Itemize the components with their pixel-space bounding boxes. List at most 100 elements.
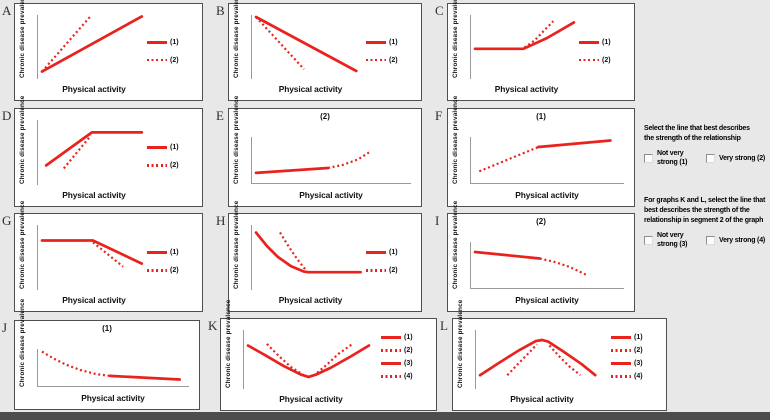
option-label-line: Very strong (4)	[719, 236, 766, 244]
chart-lines	[254, 15, 358, 73]
option-very-strong-2[interactable]: Very strong (2)	[706, 153, 765, 163]
legend-label: (1)	[634, 334, 643, 341]
series-line-1	[473, 21, 576, 51]
legend-line-sample-solid	[611, 336, 631, 339]
y-axis-label: Chronic disease prevalence	[19, 95, 26, 185]
series-line-1	[254, 231, 362, 274]
series-line-2	[62, 134, 92, 170]
legend-label: (2)	[634, 347, 643, 354]
legend-line-sample-dotted	[611, 349, 631, 352]
x-axis-line	[470, 183, 624, 184]
legend-label: (2)	[404, 347, 413, 354]
legend-label: (2)	[170, 56, 179, 64]
legend-line-sample-solid	[579, 40, 599, 44]
legend: (1) (2) (3) (4)	[611, 334, 661, 386]
legend-line-sample-solid	[147, 40, 167, 44]
panel-letter: K	[208, 318, 218, 333]
x-axis-label: Physical activity	[81, 393, 145, 403]
panel-C: C Chronic disease prevalence (1) (2) Physica…	[435, 0, 635, 101]
series-line-3	[540, 338, 597, 377]
panel-D: D Chronic disease prevalence (1) (2) Physica…	[2, 95, 203, 207]
legend-label: (1)	[170, 248, 179, 256]
chart-box: Chronic disease prevalence (1) (2) Physical…	[228, 201, 422, 312]
y-axis-label: Chronic disease prevalence	[233, 95, 240, 185]
legend-line-sample-dotted	[381, 349, 401, 352]
panel-title: (1)	[102, 324, 112, 333]
legend-line-sample-dotted	[147, 164, 167, 167]
panel-I: I (2) Chronic disease prevalence Physical a…	[435, 201, 635, 312]
legend-label: (3)	[404, 360, 413, 367]
option-label: Very strong (2)	[719, 154, 765, 163]
panel-G: G Chronic disease prevalence (1) (2) Physica…	[2, 201, 203, 312]
option-very-strong-4[interactable]: Very strong (4)	[706, 235, 766, 245]
panel-letter: B	[216, 3, 225, 18]
legend-item: (3)	[381, 360, 431, 367]
legend-label: (2)	[389, 266, 398, 274]
x-axis-line	[251, 183, 411, 184]
y-axis-label: Chronic disease prevalence	[233, 0, 240, 78]
panel-title: (1)	[536, 112, 546, 121]
option-not-very-strong-3[interactable]: Not very strong (3)	[644, 231, 706, 249]
panel-B: B Chronic disease prevalence (1) (2) Physica…	[216, 0, 422, 101]
option-label: Not very strong (3)	[657, 231, 687, 249]
legend-label: (4)	[404, 373, 413, 380]
legend: (1) (2)	[579, 39, 629, 75]
chart-box: Chronic disease prevalence (1) (2) Physical…	[228, 0, 422, 101]
y-axis-label: Chronic disease prevalence	[19, 298, 26, 388]
legend-item: (1)	[147, 144, 197, 151]
series-line-2	[92, 241, 124, 268]
y-axis-label: Chronic disease prevalence	[225, 299, 232, 389]
plot-area	[42, 119, 146, 180]
option-label-line: Not very	[657, 150, 684, 157]
panel-letter: E	[216, 108, 224, 123]
checkbox-not-very-strong-3[interactable]	[644, 235, 653, 245]
legend-label: (1)	[404, 334, 413, 341]
panel-letter: D	[2, 108, 12, 123]
question-2-options: Not very strong (3) Very strong (4)	[644, 231, 770, 249]
panel-letter: F	[435, 108, 443, 123]
series-line-segment-1	[41, 350, 111, 377]
chart-box: Chronic disease prevalence (1) (2) Physical…	[447, 0, 635, 101]
panel-E: E (2) Chronic disease prevalence Physical a…	[216, 95, 422, 207]
x-axis-label: Physical activity	[299, 190, 363, 200]
question-2: For graphs K and L, select the line that…	[644, 196, 770, 249]
panel-A: A Chronic disease prevalence (1) (2) Physica…	[2, 0, 203, 101]
checkbox-very-strong-2[interactable]	[706, 153, 715, 163]
option-not-very-strong-1[interactable]: Not very strong (1)	[644, 149, 706, 167]
chart-lines	[246, 343, 371, 379]
plot-area	[40, 14, 146, 74]
series-line-segment-2	[108, 374, 182, 381]
checkbox-very-strong-4[interactable]	[706, 235, 715, 245]
plot-area	[246, 329, 374, 384]
panel-J: J (1) Chronic disease prevalence Physical a…	[2, 298, 200, 410]
panel-H: H Chronic disease prevalence (1) (2) Physica…	[216, 201, 422, 312]
question-1-options: Not very strong (1) Very strong (2)	[644, 149, 770, 167]
y-axis-line	[251, 137, 252, 184]
chart-lines	[254, 231, 362, 274]
y-axis-line	[470, 137, 471, 184]
legend-line-sample-solid	[611, 362, 631, 365]
y-axis-label: Chronic disease prevalence	[19, 0, 26, 78]
chart-lines	[40, 239, 144, 268]
legend: (1) (2)	[147, 39, 197, 75]
legend-line-sample-solid	[381, 336, 401, 339]
question-2-heading-line: best describes the strength of the	[644, 207, 750, 214]
checkbox-not-very-strong-1[interactable]	[644, 153, 653, 163]
series-line-segment-1	[254, 166, 330, 175]
legend-line-sample-dotted	[611, 375, 631, 378]
legend-item: (1)	[147, 249, 197, 256]
legend-item: (1)	[147, 39, 197, 46]
x-axis-label: Physical activity	[278, 84, 343, 94]
chart-lines	[478, 139, 612, 173]
series-line-segment-2	[327, 150, 371, 170]
legend-item: (3)	[611, 360, 661, 367]
horizontal-scrollbar[interactable]	[0, 412, 770, 420]
plot-area	[475, 127, 619, 181]
y-axis-line	[475, 330, 476, 389]
chart-box: (2) Chronic disease prevalence Physical ac…	[447, 201, 635, 312]
chart-lines	[44, 131, 144, 170]
chart-box: Chronic disease prevalence (1) (2) Physical…	[14, 95, 203, 207]
series-line-1	[254, 15, 358, 73]
legend-item: (1)	[366, 39, 416, 46]
y-axis-line	[470, 242, 471, 289]
